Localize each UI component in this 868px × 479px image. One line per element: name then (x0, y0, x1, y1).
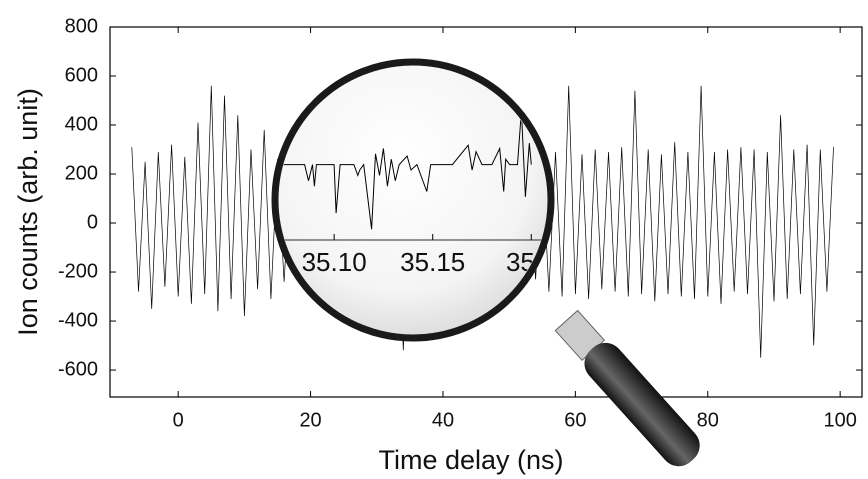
handle (584, 342, 700, 467)
inset-plot: 35.10 35.15 35.2 (279, 110, 547, 277)
magnifier: 35.10 35.15 35.2 (271, 58, 700, 467)
y-tick-label: 0 (87, 211, 98, 233)
y-tick-label: -600 (58, 358, 98, 380)
y-tick-label: 800 (65, 15, 98, 37)
y-tick-label: -400 (58, 309, 98, 331)
y-tick-label: 200 (65, 162, 98, 184)
x-tick-label: 80 (697, 409, 719, 431)
x-tick-label: 100 (823, 409, 856, 431)
x-tick-label: 20 (299, 409, 321, 431)
y-tick-label: -200 (58, 260, 98, 282)
lens-rim (271, 58, 555, 342)
x-tick-label: 35.15 (400, 247, 465, 277)
x-tick-label: 60 (564, 409, 586, 431)
x-tick-label: 40 (432, 409, 454, 431)
plot-frame (109, 26, 863, 398)
data-line (280, 110, 532, 230)
y-tick-label: 400 (65, 113, 98, 135)
lens (277, 64, 549, 336)
x-tick-label: 0 (173, 409, 184, 431)
y-tick-label: 600 (65, 64, 98, 86)
x-axis-title: Time delay (ns) (378, 445, 563, 475)
x-tick-label: 35.10 (302, 247, 367, 277)
y-axis-title: Ion counts (arb. unit) (13, 88, 43, 336)
